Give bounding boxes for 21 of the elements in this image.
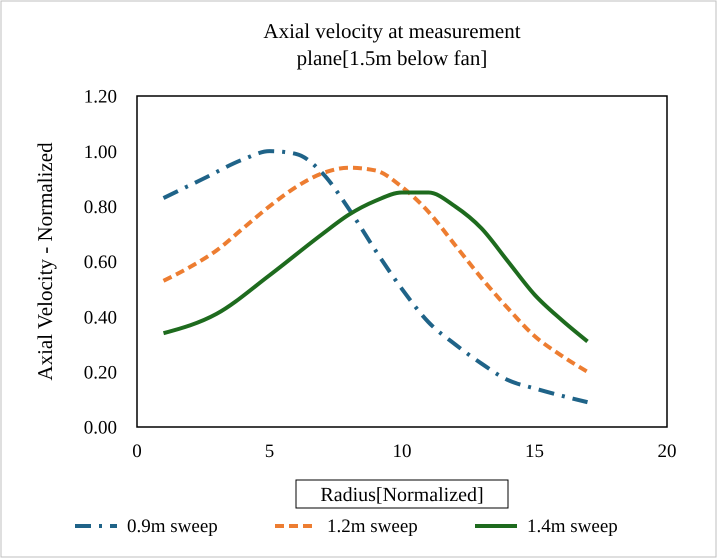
x-tick-label: 20 [658, 441, 676, 462]
x-tick-label: 10 [392, 441, 412, 462]
x-tick-label: 5 [264, 441, 274, 462]
x-tick-label: 0 [132, 441, 142, 462]
legend-label: 1.2m sweep [327, 516, 418, 537]
y-tick-label: 0.40 [84, 307, 117, 328]
y-tick-label: 1.00 [84, 142, 117, 163]
y-tick-label: 0.60 [84, 252, 117, 274]
legend-label: 0.9m sweep [127, 516, 218, 537]
line-series [162, 166, 590, 374]
chart-title: Axial velocity at measurement plane[1.5m below fan] [263, 19, 521, 70]
legend-label: 1.4m sweep [527, 516, 618, 537]
y-tick-label: 0.80 [84, 196, 117, 218]
y-tick-label: 0.00 [84, 418, 117, 439]
y-axis-title: Axial Velocity - Normalized [33, 142, 57, 381]
x-axis-title: Radius[Normalized] [320, 484, 484, 506]
line-series [162, 149, 590, 404]
line-series [162, 190, 590, 344]
y-tick-label: 1.20 [84, 86, 117, 108]
x-tick-label: 15 [525, 441, 544, 462]
y-tick-label: 0.20 [84, 362, 117, 384]
